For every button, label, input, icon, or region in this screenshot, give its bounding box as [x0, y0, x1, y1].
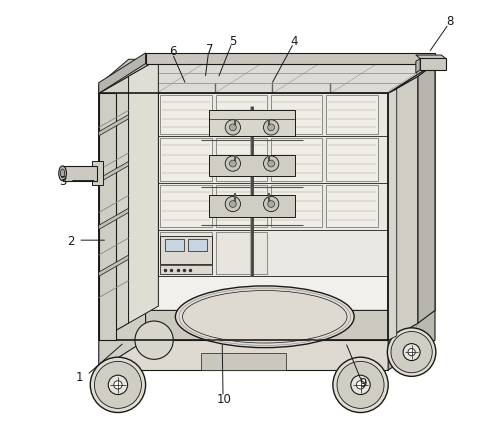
Ellipse shape — [175, 286, 354, 348]
Polygon shape — [99, 115, 129, 137]
Circle shape — [337, 362, 384, 409]
Bar — [160, 139, 212, 181]
Bar — [216, 139, 267, 181]
Text: 1: 1 — [76, 370, 83, 383]
Circle shape — [114, 381, 122, 389]
Polygon shape — [99, 162, 129, 183]
Polygon shape — [420, 59, 446, 71]
Bar — [160, 232, 212, 275]
Bar — [216, 96, 267, 135]
Polygon shape — [388, 64, 435, 340]
Polygon shape — [416, 59, 420, 74]
Bar — [158, 183, 388, 230]
Polygon shape — [388, 77, 418, 340]
Polygon shape — [99, 64, 435, 94]
Bar — [158, 137, 388, 183]
Bar — [327, 185, 377, 228]
Polygon shape — [62, 166, 97, 181]
Polygon shape — [99, 54, 146, 94]
Ellipse shape — [60, 170, 65, 178]
Circle shape — [225, 121, 240, 136]
Circle shape — [408, 348, 415, 356]
Polygon shape — [146, 54, 435, 64]
Text: 4: 4 — [291, 35, 298, 48]
Polygon shape — [99, 77, 129, 340]
Circle shape — [94, 362, 142, 409]
Text: 5: 5 — [229, 35, 236, 48]
Bar — [160, 185, 212, 228]
Polygon shape — [99, 94, 116, 340]
Bar — [210, 111, 294, 137]
Bar — [160, 265, 212, 275]
Polygon shape — [99, 311, 146, 370]
Text: 9: 9 — [359, 376, 366, 389]
Circle shape — [229, 161, 236, 167]
Circle shape — [333, 357, 388, 412]
Polygon shape — [388, 64, 435, 94]
Polygon shape — [99, 60, 158, 94]
Text: 10: 10 — [217, 392, 232, 406]
Circle shape — [391, 332, 432, 373]
Bar — [165, 239, 184, 251]
Polygon shape — [388, 311, 435, 370]
Circle shape — [90, 357, 146, 412]
Circle shape — [268, 201, 275, 208]
Polygon shape — [99, 209, 129, 230]
Bar — [210, 196, 294, 217]
Bar — [158, 94, 388, 137]
Bar — [216, 185, 267, 228]
Circle shape — [229, 125, 236, 132]
Bar — [92, 162, 103, 185]
Circle shape — [351, 375, 370, 394]
Circle shape — [403, 344, 420, 361]
Circle shape — [225, 197, 240, 212]
Bar — [271, 185, 322, 228]
Bar — [158, 230, 388, 277]
Circle shape — [268, 161, 275, 167]
Circle shape — [264, 121, 279, 136]
Polygon shape — [99, 256, 129, 277]
Text: 2: 2 — [68, 234, 75, 247]
Polygon shape — [99, 94, 388, 340]
Polygon shape — [416, 56, 446, 59]
Bar — [210, 155, 294, 177]
Ellipse shape — [59, 167, 67, 181]
Polygon shape — [418, 64, 435, 323]
Circle shape — [268, 125, 275, 132]
Text: 7: 7 — [206, 43, 213, 56]
Polygon shape — [129, 60, 158, 323]
Circle shape — [356, 381, 365, 389]
Bar — [271, 139, 322, 181]
Bar — [271, 96, 322, 135]
Text: 8: 8 — [446, 15, 454, 29]
Bar — [160, 236, 212, 264]
Bar — [160, 96, 212, 135]
Circle shape — [264, 156, 279, 172]
Bar — [188, 239, 207, 251]
Circle shape — [229, 201, 236, 208]
Bar — [216, 232, 267, 275]
Circle shape — [108, 375, 128, 394]
Polygon shape — [99, 340, 388, 370]
Circle shape — [225, 156, 240, 172]
Bar — [327, 139, 377, 181]
Circle shape — [264, 197, 279, 212]
Text: 6: 6 — [169, 45, 177, 58]
Text: 3: 3 — [59, 175, 67, 187]
Polygon shape — [99, 311, 435, 340]
Circle shape — [388, 328, 436, 377]
Bar — [327, 96, 377, 135]
Circle shape — [135, 321, 173, 360]
Polygon shape — [201, 353, 286, 370]
Polygon shape — [388, 90, 397, 340]
